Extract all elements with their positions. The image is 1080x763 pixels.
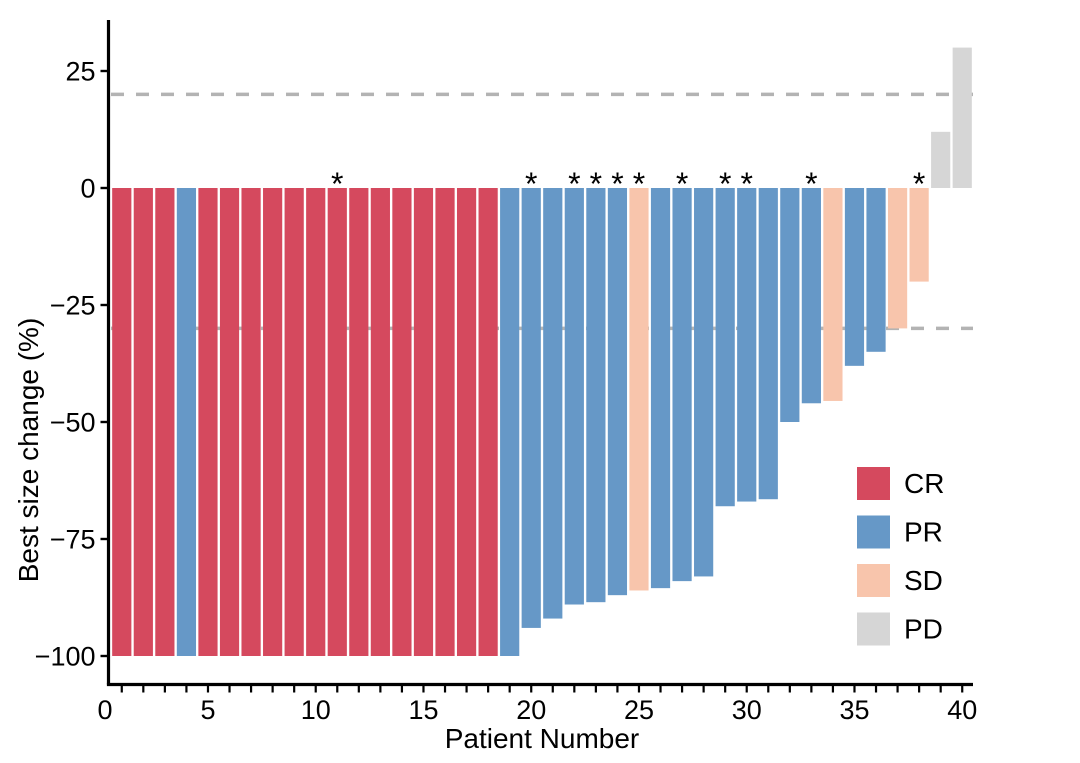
asterisk-patient-11: *: [331, 166, 343, 202]
legend-swatch-PR: [857, 515, 890, 549]
asterisk-patient-29: *: [719, 166, 731, 202]
bar-patient-22: [564, 188, 584, 605]
legend-label-PD: PD: [904, 614, 943, 645]
bar-patient-38: [909, 188, 929, 282]
legend-item-SD: SD: [857, 564, 943, 597]
x-tick-label-30: 30: [732, 695, 762, 725]
asterisk-patient-38: *: [913, 166, 925, 202]
bar-patient-25: [629, 188, 649, 591]
y-tick-label--75: −75: [50, 525, 96, 555]
legend-item-PR: PR: [857, 515, 943, 549]
bar-patient-19: [500, 188, 520, 656]
x-tick-label-40: 40: [947, 695, 977, 725]
bar-patient-16: [435, 188, 455, 656]
bar-patient-2: [133, 188, 153, 656]
x-tick-label-20: 20: [516, 695, 546, 725]
asterisk-patient-20: *: [525, 166, 537, 202]
bar-patient-24: [607, 188, 628, 596]
bar-patient-6: [219, 188, 240, 656]
asterisk-patient-33: *: [805, 166, 817, 202]
bar-patient-33: [801, 188, 821, 404]
bar-patient-8: [263, 188, 283, 656]
bar-patient-31: [758, 188, 778, 500]
bar-patient-28: [694, 188, 714, 577]
bar-patient-37: [887, 188, 908, 329]
legend-label-SD: SD: [904, 565, 943, 596]
bar-patient-7: [241, 188, 261, 656]
y-axis-title: Best size change (%): [13, 318, 44, 583]
y-tick-label-0: 0: [80, 174, 95, 204]
bar-patient-21: [543, 188, 563, 619]
legend-swatch-CR: [857, 467, 890, 500]
y-axis: 25 0 −25 −50 −75 −100: [35, 20, 111, 685]
bar-patient-27: [672, 188, 692, 582]
asterisk-patient-23: *: [590, 166, 602, 202]
bar-patient-34: [823, 188, 843, 401]
y-tick-label--50: −50: [50, 408, 96, 438]
asterisk-patient-24: *: [611, 166, 623, 202]
legend-item-CR: CR: [857, 467, 944, 500]
bar-patient-40: [952, 47, 972, 188]
asterisk-patient-30: *: [740, 166, 752, 202]
bar-patient-29: [715, 188, 735, 507]
bar-patient-35: [844, 188, 865, 366]
x-axis-title: Patient Number: [445, 723, 640, 754]
bar-patient-23: [586, 188, 606, 603]
x-tick-label-5: 5: [200, 695, 215, 725]
asterisk-patient-22: *: [568, 166, 580, 202]
bar-patient-13: [370, 188, 390, 656]
x-tick-label-0: 0: [97, 695, 112, 725]
bar-patient-12: [349, 188, 369, 656]
bar-patient-4: [176, 188, 197, 656]
x-tick-label-25: 25: [624, 695, 654, 725]
asterisk-patient-25: *: [633, 166, 645, 202]
bar-patient-26: [650, 188, 671, 589]
x-tick-label-10: 10: [301, 695, 331, 725]
x-tick-label-15: 15: [408, 695, 438, 725]
x-tick-label-35: 35: [839, 695, 869, 725]
legend-item-PD: PD: [857, 612, 943, 646]
bar-patient-18: [478, 188, 498, 656]
legend: CR PR SD PD: [857, 467, 944, 646]
y-tick-label--25: −25: [50, 291, 96, 321]
asterisk-patient-27: *: [676, 166, 688, 202]
bar-patient-32: [780, 188, 800, 422]
bar-patient-3: [155, 188, 175, 656]
bar-patient-36: [866, 188, 886, 352]
bar-patient-10: [306, 188, 326, 656]
bar-patient-11: [327, 188, 347, 656]
bar-patient-1: [112, 188, 132, 656]
legend-swatch-SD: [857, 564, 890, 597]
bar-patient-9: [284, 188, 304, 656]
bars: [112, 47, 972, 656]
legend-label-PR: PR: [904, 517, 943, 548]
bar-patient-30: [737, 188, 757, 502]
bar-patient-39: [931, 131, 951, 188]
y-tick-label-25: 25: [65, 57, 95, 87]
bar-patient-5: [198, 188, 218, 656]
asterisk-annotations: * * * * * * * * * * *: [331, 166, 925, 202]
bar-patient-14: [392, 188, 412, 656]
x-axis: 0 5 10 15 20 25 30 35 40: [97, 682, 977, 725]
legend-swatch-PD: [857, 612, 890, 646]
legend-label-CR: CR: [904, 468, 944, 499]
y-tick-label--100: −100: [35, 642, 96, 672]
bar-patient-20: [521, 188, 541, 628]
reference-lines: [111, 92, 973, 331]
bar-patient-15: [413, 188, 434, 656]
bar-patient-17: [456, 188, 477, 656]
